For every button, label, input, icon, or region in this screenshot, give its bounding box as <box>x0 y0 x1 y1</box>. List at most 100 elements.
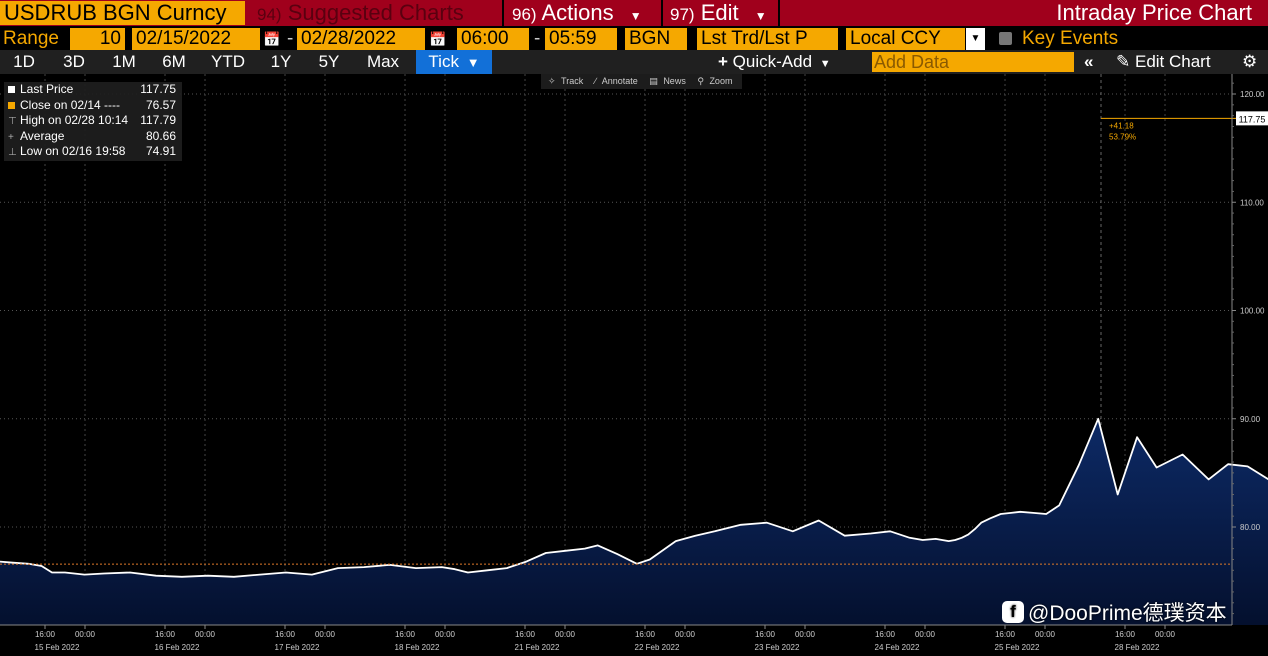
range-value-field[interactable]: 10 <box>70 28 125 50</box>
suggested-charts-label: Suggested Charts <box>287 0 464 25</box>
separator <box>778 0 780 26</box>
edit-menu[interactable]: 97) Edit ▼ <box>670 0 767 26</box>
legend-label: Average <box>20 128 65 143</box>
currency-dropdown-icon[interactable]: ▼ <box>966 28 985 50</box>
start-date-field[interactable]: 02/15/2022 <box>132 28 260 50</box>
caret-down-icon: ▼ <box>819 58 831 70</box>
x-date-label: 25 Feb 2022 <box>995 643 1040 652</box>
actions-menu[interactable]: 96) Actions ▼ <box>512 0 642 26</box>
edit-chart-button[interactable]: ✎ Edit Chart <box>1116 50 1211 74</box>
legend-label: High on 02/28 10:14 <box>20 113 129 127</box>
price-chart[interactable]: 117.75 +41.18 53.79% 80.00 90.00 100.00 110.0… <box>0 74 1268 656</box>
caret-down-icon: ▼ <box>754 9 767 23</box>
legend-row-close[interactable]: Close on 02/14 ---- 76.57 <box>8 98 178 114</box>
x-tick-time-label: 16:00 <box>515 630 536 639</box>
x-date-label: 17 Feb 2022 <box>275 643 320 652</box>
average-marker-icon: + <box>8 131 14 143</box>
title-bar: USDRUB BGN Curncy 94) Suggested Charts 9… <box>0 0 1268 26</box>
edit-number: 97) <box>670 5 695 24</box>
actions-number: 96) <box>512 5 537 24</box>
y-tick-label: 110.00 <box>1240 198 1264 207</box>
price-type-field[interactable]: Lst Trd/Lst P <box>697 28 838 50</box>
period-6m-button[interactable]: 6M <box>162 52 186 71</box>
period-1m-button[interactable]: 1M <box>112 52 136 71</box>
quick-add-button[interactable]: + Quick-Add ▼ <box>718 50 831 74</box>
x-tick-time-label: 00:00 <box>555 630 576 639</box>
x-tick-time-label: 00:00 <box>435 630 456 639</box>
x-tick-time-label: 00:00 <box>75 630 96 639</box>
x-date-label: 28 Feb 2022 <box>1115 643 1160 652</box>
x-tick-time-label: 00:00 <box>1155 630 1176 639</box>
period-5y-button[interactable]: 5Y <box>318 52 340 71</box>
last-price-tag-bg <box>1236 111 1268 126</box>
news-tool[interactable]: ▤ News <box>649 76 686 86</box>
time-dash: - <box>534 28 541 49</box>
annotate-label: Annotate <box>601 76 638 86</box>
legend-row-last-price[interactable]: Last Price 117.75 <box>8 82 178 98</box>
y-tick-label: 80.00 <box>1240 523 1261 532</box>
calendar-icon[interactable]: 📅 <box>429 31 447 47</box>
source-field[interactable]: BGN <box>625 28 687 50</box>
x-tick-time-label: 00:00 <box>915 630 936 639</box>
quick-add-label: Quick-Add <box>732 52 813 71</box>
chart-legend: Last Price 117.75 Close on 02/14 ---- 76… <box>4 82 182 161</box>
chart-tools-bar: ✧ Track ∕ Annotate ▤ News ⚲ Zoom <box>541 74 743 89</box>
orange-square-icon <box>8 101 15 109</box>
x-date-label: 18 Feb 2022 <box>395 643 440 652</box>
facebook-logo-icon: f <box>1002 601 1024 623</box>
legend-value: 80.66 <box>145 128 176 143</box>
legend-label: Last Price <box>20 82 74 96</box>
x-tick-time-label: 16:00 <box>1115 630 1136 639</box>
end-date-field[interactable]: 02/28/2022 <box>297 28 425 50</box>
price-area-fill <box>0 418 1268 625</box>
legend-row-average[interactable]: + Average 80.66 <box>8 129 178 145</box>
key-events-label: Key Events <box>1022 28 1119 49</box>
edit-chart-label: Edit Chart <box>1134 52 1211 71</box>
legend-value: 74.91 <box>145 144 176 158</box>
separator <box>502 0 504 26</box>
calendar-icon[interactable]: 📅 <box>263 31 281 47</box>
y-tick-label: 120.00 <box>1240 90 1265 99</box>
period-tick-button[interactable]: Tick ▼ <box>416 50 492 74</box>
start-time-field[interactable]: 06:00 <box>457 28 529 50</box>
actions-label: Actions <box>541 0 614 25</box>
low-marker-icon: ⊥ <box>8 147 17 158</box>
zoom-tool[interactable]: ⚲ Zoom <box>697 76 733 86</box>
x-tick-time-label: 00:00 <box>315 630 336 639</box>
x-tick-time-label: 16:00 <box>35 630 56 639</box>
ticker-field[interactable]: USDRUB BGN Curncy <box>0 1 245 25</box>
change-pct-label: 53.79% <box>1109 132 1136 141</box>
add-data-input[interactable]: Add Data <box>872 52 1074 72</box>
period-1d-button[interactable]: 1D <box>13 52 35 71</box>
end-time-field[interactable]: 05:59 <box>545 28 617 50</box>
x-tick-time-label: 00:00 <box>675 630 696 639</box>
collapse-double-chevron-icon[interactable]: « <box>1084 52 1094 71</box>
x-tick-time-label: 16:00 <box>395 630 416 639</box>
legend-row-high[interactable]: ⊤ High on 02/28 10:14 117.79 <box>8 113 178 129</box>
price-line <box>0 417 1268 578</box>
separator <box>661 0 663 26</box>
change-abs-label: +41.18 <box>1109 121 1134 130</box>
track-label: Track <box>561 76 584 86</box>
gear-icon[interactable]: ⚙ <box>1242 52 1258 71</box>
period-ytd-button[interactable]: YTD <box>211 52 245 71</box>
y-tick-label: 90.00 <box>1240 415 1261 424</box>
legend-value: 117.79 <box>140 113 176 127</box>
news-label: News <box>663 76 686 86</box>
period-toolbar: 1D 3D 1M 6M YTD 1Y 5Y Max Tick ▼ + Quick… <box>0 50 1268 74</box>
period-1y-button[interactable]: 1Y <box>270 52 292 71</box>
currency-field[interactable]: Local CCY <box>846 28 965 50</box>
period-3d-button[interactable]: 3D <box>63 52 85 71</box>
key-events-checkbox[interactable] <box>999 32 1012 45</box>
period-max-button[interactable]: Max <box>366 52 400 71</box>
legend-value: 117.75 <box>140 82 176 96</box>
suggested-charts-menu[interactable]: 94) Suggested Charts <box>257 0 464 26</box>
x-tick-time-label: 16:00 <box>755 630 776 639</box>
legend-row-low[interactable]: ⊥ Low on 02/16 19:58 74.91 <box>8 144 178 160</box>
page-title: Intraday Price Chart <box>1056 0 1252 25</box>
caret-down-icon: ▼ <box>629 9 642 23</box>
annotate-tool[interactable]: ∕ Annotate <box>594 76 638 86</box>
legend-label: Low on 02/16 19:58 <box>20 144 126 158</box>
x-tick-time-label: 16:00 <box>995 630 1016 639</box>
track-tool[interactable]: ✧ Track <box>548 76 584 86</box>
